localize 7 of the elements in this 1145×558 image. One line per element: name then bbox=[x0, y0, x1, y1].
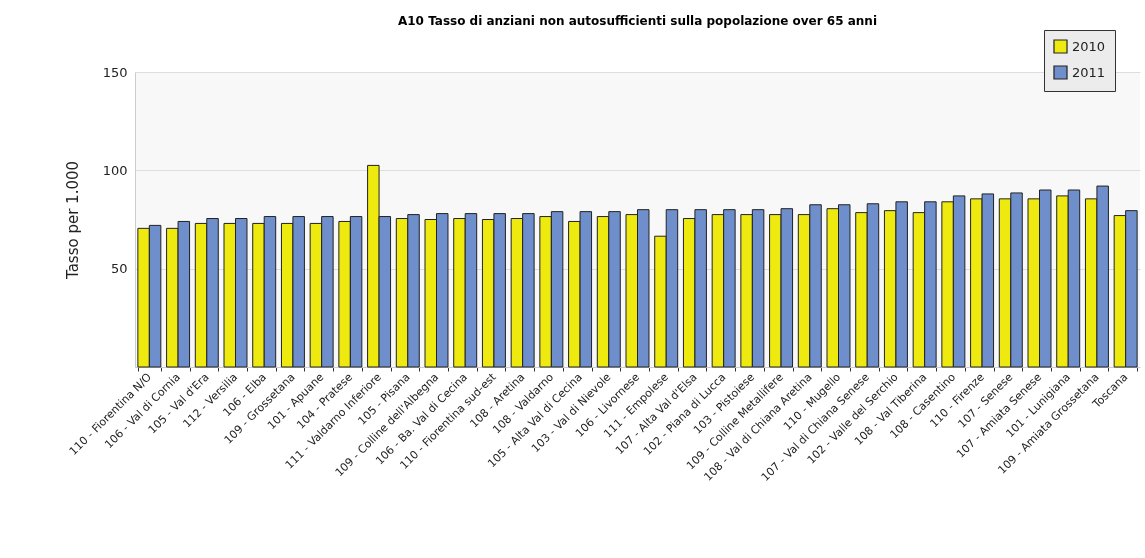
y-tick-label: 150 bbox=[102, 64, 128, 80]
chart-title: A10 Tasso di anziani non autosufficienti sulla popolazione over 65 anni bbox=[397, 13, 878, 28]
y-axis-title: Tasso per 1.000 bbox=[63, 160, 82, 281]
legend-label: 2010 bbox=[1072, 38, 1106, 54]
y-tick-label: 100 bbox=[102, 162, 128, 178]
legend-label: 2011 bbox=[1072, 64, 1106, 80]
y-tick-label: 50 bbox=[110, 261, 128, 277]
